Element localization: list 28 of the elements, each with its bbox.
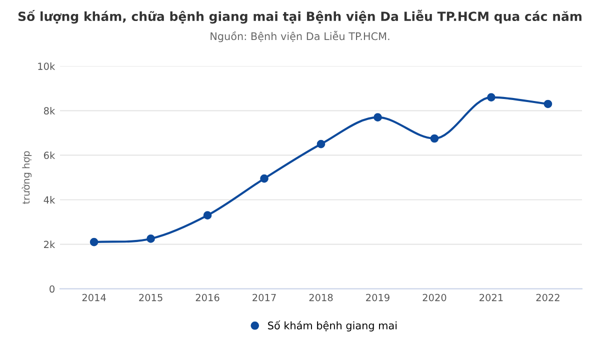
y-tick-label: 0 — [50, 285, 54, 293]
x-tick-label: 2017 — [252, 294, 276, 302]
chart-title: Số lượng khám, chữa bệnh giang mai tại Bệnh viện Da Liễu TP.HCM qua các năm — [18, 10, 582, 24]
point — [487, 93, 496, 102]
point — [316, 140, 326, 148]
x-tick-label: 2020 — [422, 294, 446, 302]
point — [203, 211, 212, 220]
point — [146, 234, 155, 243]
y-tick-label: 6k — [44, 152, 56, 160]
x-tick-label: 2016 — [196, 294, 220, 302]
x-tick-label: 2022 — [536, 294, 560, 302]
y-tick-label: 2k — [44, 240, 56, 248]
point — [374, 113, 382, 122]
point — [430, 134, 439, 143]
legend-label: Số khám bệnh giang mai — [268, 320, 397, 332]
y-tick-label: 8k — [44, 106, 56, 114]
point — [90, 238, 98, 246]
x-tick-label: 2015 — [139, 294, 162, 302]
y-tick-label: 10k — [38, 62, 56, 70]
y-axis-title: trường hợp — [22, 151, 32, 204]
point — [260, 174, 268, 183]
point — [544, 100, 552, 108]
x-tick-label: 2018 — [309, 294, 333, 302]
x-tick-label: 2021 — [480, 294, 503, 302]
x-tick-label: 2019 — [366, 294, 390, 302]
y-tick-label: 4k — [44, 196, 56, 204]
chart-subtitle: Nguồn: Bệnh viện Da Liễu TP.HCM. — [210, 30, 390, 42]
x-tick-label: 2014 — [82, 294, 106, 302]
